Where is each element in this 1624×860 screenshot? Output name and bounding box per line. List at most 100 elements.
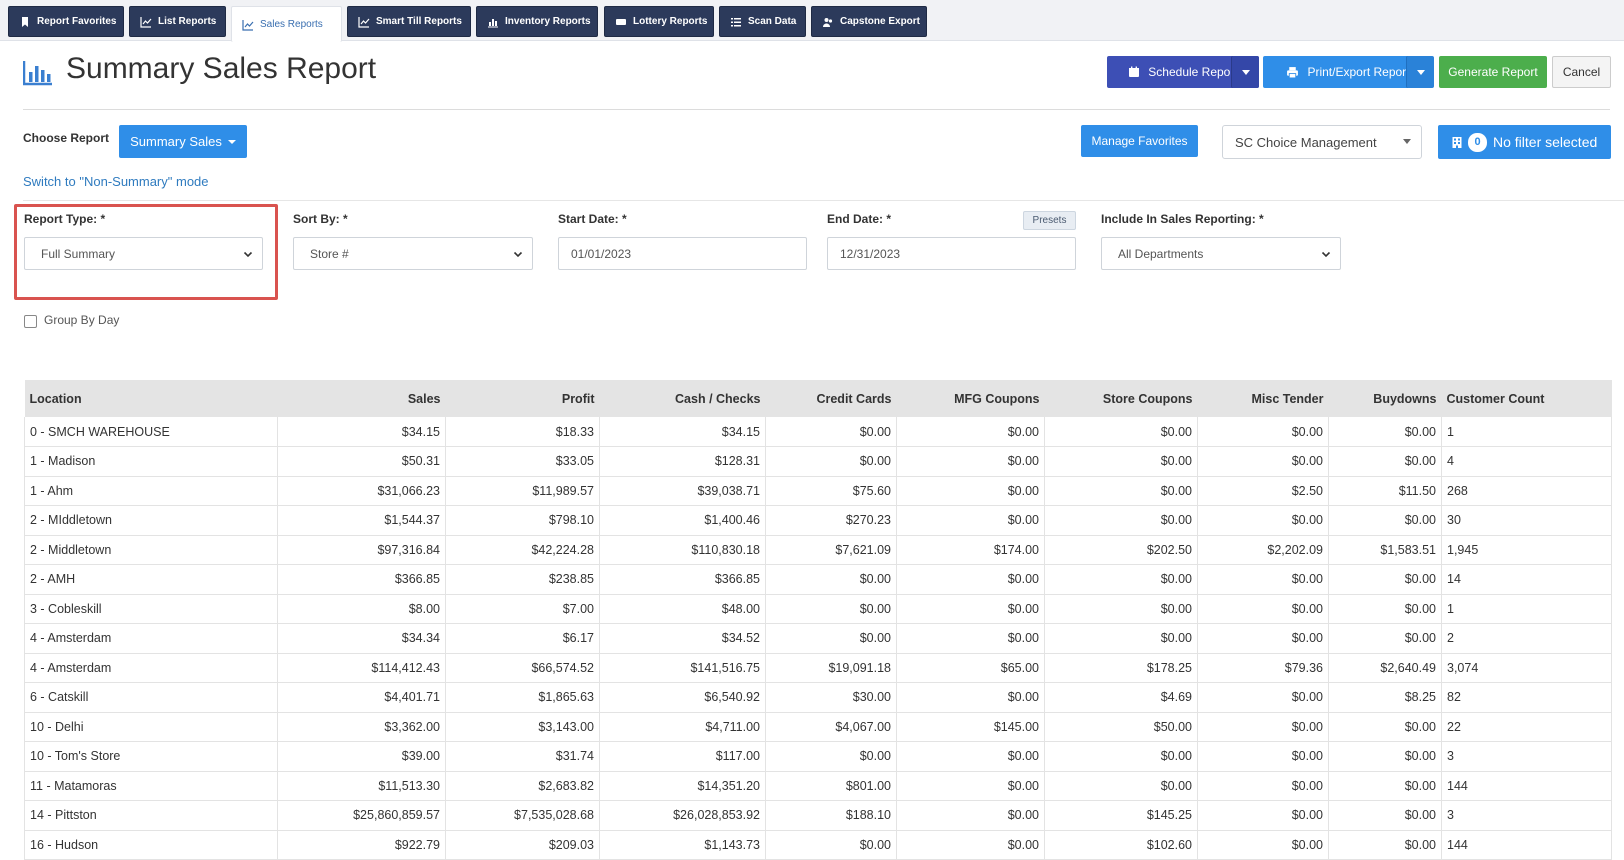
table-cell: $0.00 bbox=[1044, 771, 1198, 801]
table-cell: $0.00 bbox=[765, 446, 897, 477]
table-cell: $11.50 bbox=[1328, 476, 1442, 506]
column-header[interactable]: Credit Cards bbox=[816, 391, 892, 406]
table-cell: 4 - Amsterdam bbox=[24, 623, 278, 654]
sort-by-label: Sort By: * bbox=[293, 212, 348, 226]
tab-report-favorites[interactable]: Report Favorites bbox=[8, 6, 124, 37]
table-cell: $39.00 bbox=[277, 741, 446, 772]
schedule-report-dropdown[interactable] bbox=[1231, 56, 1259, 88]
table-cell: $3,143.00 bbox=[445, 712, 600, 742]
table-cell: $6.17 bbox=[445, 623, 600, 654]
page-title: Summary Sales Report bbox=[66, 52, 377, 85]
tab-list-reports[interactable]: List Reports bbox=[129, 6, 226, 37]
group-by-day-label: Group By Day bbox=[44, 313, 120, 327]
table-cell: 1 - Ahm bbox=[24, 476, 278, 506]
tab-capstone-export[interactable]: Capstone Export bbox=[811, 6, 927, 37]
table-cell: 4 bbox=[1441, 446, 1612, 477]
summary-sales-dropdown[interactable]: Summary Sales bbox=[119, 125, 247, 158]
report-category-tabs: Report Favorites List Reports Sales Repo… bbox=[0, 0, 1624, 42]
table-cell: $34.52 bbox=[599, 623, 766, 654]
table-cell: $0.00 bbox=[765, 594, 897, 624]
users-icon bbox=[823, 17, 833, 27]
table-row: 14 - Pittston $25,860,859.57 $7,535,028.68… bbox=[24, 800, 1612, 831]
table-cell: $8.25 bbox=[1328, 682, 1442, 713]
table-cell: 10 - Tom's Store bbox=[24, 741, 278, 772]
tab-lottery-reports[interactable]: Lottery Reports bbox=[604, 6, 714, 37]
manage-favorites-button[interactable]: Manage Favorites bbox=[1081, 125, 1198, 157]
table-row: 11 - Matamoras $11,513.30 $2,683.82 $14,351… bbox=[24, 771, 1612, 801]
table-cell: 3 - Cobleskill bbox=[24, 594, 278, 624]
table-cell: $801.00 bbox=[765, 771, 897, 801]
organization-select[interactable]: SC Choice Management bbox=[1222, 125, 1422, 159]
table-cell: 4 - Amsterdam bbox=[24, 653, 278, 683]
switch-mode-link[interactable]: Switch to "Non-Summary" mode bbox=[23, 174, 209, 189]
table-cell: $30.00 bbox=[765, 682, 897, 713]
start-date-label: Start Date: * bbox=[558, 212, 627, 226]
column-header[interactable]: MFG Coupons bbox=[954, 391, 1040, 406]
building-icon bbox=[1452, 136, 1462, 148]
print-export-dropdown[interactable] bbox=[1406, 56, 1434, 88]
table-cell: 3 bbox=[1441, 741, 1612, 772]
column-header[interactable]: Sales bbox=[407, 391, 441, 406]
table-cell: $0.00 bbox=[1328, 446, 1442, 477]
table-cell: $145.00 bbox=[896, 712, 1045, 742]
table-cell: $0.00 bbox=[896, 594, 1045, 624]
tab-smart-till-reports[interactable]: Smart Till Reports bbox=[347, 6, 471, 37]
table-cell: $0.00 bbox=[1328, 594, 1442, 624]
caret-down-icon bbox=[1416, 69, 1425, 75]
column-header[interactable]: Profit bbox=[561, 391, 595, 406]
column-header[interactable]: Store Coupons bbox=[1102, 391, 1193, 406]
table-body: 0 - SMCH WAREHOUSE $34.15 $18.33 $34.15 $0.0… bbox=[24, 417, 1612, 860]
table-cell: $0.00 bbox=[1197, 830, 1329, 860]
table-cell: $0.00 bbox=[896, 771, 1045, 801]
table-cell: $14,351.20 bbox=[599, 771, 766, 801]
chevron-down-icon bbox=[513, 251, 523, 258]
sort-by-select[interactable]: Store # bbox=[293, 237, 533, 270]
bar-chart-icon bbox=[488, 18, 498, 27]
column-header[interactable]: Buydowns bbox=[1373, 391, 1437, 406]
table-cell: $798.10 bbox=[445, 505, 600, 536]
store-filter-button[interactable]: 0 No filter selected bbox=[1438, 125, 1611, 159]
table-cell: 2 bbox=[1441, 623, 1612, 654]
line-chart-icon bbox=[242, 19, 254, 31]
table-cell: $2,640.49 bbox=[1328, 653, 1442, 683]
column-header[interactable]: Customer Count bbox=[1446, 391, 1545, 406]
presets-button[interactable]: Presets bbox=[1023, 211, 1076, 230]
table-cell: $8.00 bbox=[277, 594, 446, 624]
table-cell: $0.00 bbox=[1044, 564, 1198, 595]
table-cell: $2,683.82 bbox=[445, 771, 600, 801]
table-cell: $2,202.09 bbox=[1197, 535, 1329, 565]
bar-chart-icon bbox=[23, 61, 52, 86]
generate-report-button[interactable]: Generate Report bbox=[1439, 56, 1547, 88]
start-date-input[interactable]: 01/01/2023 bbox=[558, 237, 807, 270]
table-cell: $0.00 bbox=[1044, 417, 1198, 447]
column-header[interactable]: Location bbox=[29, 391, 82, 406]
table-row: 1 - Ahm $31,066.23 $11,989.57 $39,038.71 $75… bbox=[24, 476, 1612, 506]
table-cell: $0.00 bbox=[1197, 594, 1329, 624]
table-cell: $178.25 bbox=[1044, 653, 1198, 683]
table-cell: $66,574.52 bbox=[445, 653, 600, 683]
column-header[interactable]: Cash / Checks bbox=[675, 391, 761, 406]
calendar-icon bbox=[1129, 66, 1140, 77]
column-header[interactable]: Misc Tender bbox=[1251, 391, 1324, 406]
include-in-sales-select[interactable]: All Departments bbox=[1101, 237, 1341, 270]
table-cell: $0.00 bbox=[1328, 771, 1442, 801]
table-header-row: Location Sales Profit Cash / Checks Credit C… bbox=[24, 380, 1612, 417]
print-export-report-button[interactable]: Print/Export Report bbox=[1263, 56, 1433, 88]
group-by-day-checkbox[interactable] bbox=[24, 315, 37, 328]
tab-sales-reports[interactable]: Sales Reports bbox=[231, 6, 342, 42]
table-cell: $50.00 bbox=[1044, 712, 1198, 742]
table-cell: $1,583.51 bbox=[1328, 535, 1442, 565]
cancel-button[interactable]: Cancel bbox=[1552, 56, 1611, 88]
report-type-highlight bbox=[14, 204, 278, 300]
line-chart-icon bbox=[358, 16, 370, 28]
table-row: 4 - Amsterdam $34.34 $6.17 $34.52 $0.00 $0.00… bbox=[24, 623, 1612, 654]
report-type-select[interactable]: Full Summary bbox=[24, 237, 263, 270]
table-cell: $0.00 bbox=[1197, 712, 1329, 742]
table-cell: $202.50 bbox=[1044, 535, 1198, 565]
tab-scan-data[interactable]: Scan Data bbox=[719, 6, 806, 37]
sales-summary-table: Location Sales Profit Cash / Checks Credit C… bbox=[24, 380, 1612, 860]
table-cell: 268 bbox=[1441, 476, 1612, 506]
tab-inventory-reports[interactable]: Inventory Reports bbox=[476, 6, 598, 37]
end-date-input[interactable]: 12/31/2023 bbox=[827, 237, 1076, 270]
table-cell: $141,516.75 bbox=[599, 653, 766, 683]
